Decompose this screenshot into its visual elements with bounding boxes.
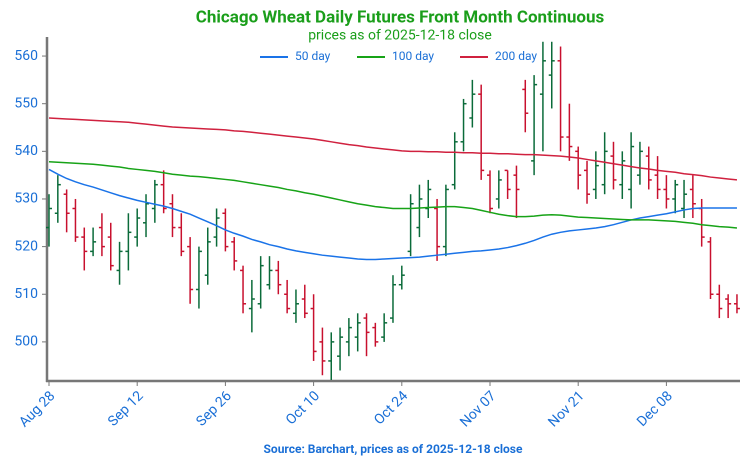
y-tick-label: 550 [14,95,38,111]
y-tick-label: 510 [14,286,38,302]
y-tick-label: 540 [14,143,38,159]
chart-title: Chicago Wheat Daily Futures Front Month … [196,7,605,27]
legend-label: 100 day [392,49,434,63]
x-tick-label: Dec 08 [634,388,676,430]
ma-line [48,168,737,261]
x-tick-label: Oct 10 [283,388,323,428]
x-tick-label: Nov 07 [457,388,499,430]
y-tick-label: 520 [14,238,38,254]
ma-line [48,117,738,181]
y-tick-label: 560 [14,48,38,64]
x-tick-label: Nov 21 [545,388,587,430]
y-tick-label: 530 [14,191,38,207]
legend-label: 200 day [495,49,537,63]
x-tick-label: Oct 24 [371,388,411,428]
ma-line [48,161,738,229]
x-tick-label: Sep 12 [105,388,147,430]
source-note: Source: Barchart, prices as of 2025-12-1… [264,442,523,456]
y-tick-label: 500 [14,334,38,350]
x-tick-label: Sep 26 [193,388,235,430]
legend-label: 50 day [295,49,331,63]
x-tick-label: Aug 28 [16,388,58,430]
chart-subtitle: prices as of 2025-12-18 close [308,28,492,44]
